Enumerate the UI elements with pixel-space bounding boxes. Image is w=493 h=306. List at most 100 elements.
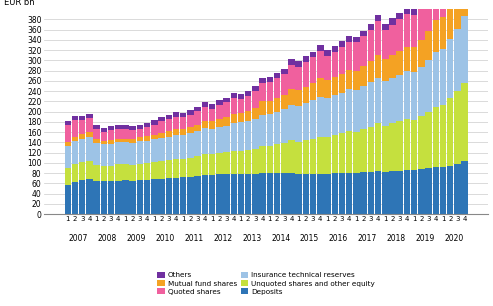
Bar <box>447 0 454 4</box>
Bar <box>418 67 424 116</box>
Bar <box>310 52 317 57</box>
Bar <box>252 86 259 91</box>
Bar <box>231 93 237 98</box>
Bar <box>101 144 107 166</box>
Bar <box>144 180 150 214</box>
Bar <box>331 173 338 214</box>
Bar <box>72 164 78 182</box>
Bar <box>166 160 172 178</box>
Bar <box>267 77 273 83</box>
Bar <box>440 105 446 167</box>
Bar <box>173 129 179 135</box>
Bar <box>303 87 309 103</box>
Bar <box>382 81 388 125</box>
Bar <box>267 146 273 173</box>
Bar <box>151 179 158 214</box>
Bar <box>144 163 150 180</box>
Text: EUR bn: EUR bn <box>4 0 35 7</box>
Bar <box>245 174 251 214</box>
Bar <box>360 129 367 172</box>
Bar <box>382 172 388 214</box>
Bar <box>382 59 388 81</box>
Bar <box>180 113 186 117</box>
Bar <box>324 80 331 98</box>
Bar <box>216 174 222 214</box>
Bar <box>317 97 323 137</box>
Bar <box>259 78 266 84</box>
Bar <box>432 167 439 214</box>
Bar <box>303 174 309 214</box>
Bar <box>137 137 143 141</box>
Bar <box>130 181 136 214</box>
Bar <box>295 142 302 174</box>
Bar <box>231 124 237 151</box>
Bar <box>339 74 345 93</box>
Bar <box>93 165 100 181</box>
Bar <box>281 95 287 109</box>
Bar <box>310 174 317 214</box>
Bar <box>404 47 410 71</box>
Bar <box>158 133 165 138</box>
Bar <box>187 158 194 177</box>
Bar <box>238 99 244 113</box>
Bar <box>65 121 71 125</box>
Bar <box>360 86 367 129</box>
Bar <box>353 90 360 132</box>
Bar <box>122 180 129 214</box>
Bar <box>288 59 295 65</box>
Bar <box>418 116 424 169</box>
Bar <box>101 141 107 144</box>
Bar <box>447 39 454 98</box>
Bar <box>86 114 93 118</box>
Bar <box>158 117 165 121</box>
Bar <box>267 173 273 214</box>
Bar <box>353 173 360 214</box>
Bar <box>223 98 230 103</box>
Bar <box>295 62 302 67</box>
Bar <box>238 174 244 214</box>
Bar <box>368 61 374 83</box>
Bar <box>108 181 114 214</box>
Bar <box>72 182 78 214</box>
Bar <box>432 0 439 20</box>
Bar <box>72 137 78 141</box>
Bar <box>382 24 388 30</box>
Text: 2013: 2013 <box>242 234 261 243</box>
Bar <box>65 125 71 142</box>
Bar <box>317 45 323 51</box>
Bar <box>93 143 100 165</box>
Bar <box>382 125 388 172</box>
Bar <box>216 127 222 153</box>
Text: 2007: 2007 <box>69 234 88 243</box>
Bar <box>454 29 460 91</box>
Bar <box>404 170 410 214</box>
Text: 2020: 2020 <box>444 234 463 243</box>
Bar <box>281 109 287 143</box>
Bar <box>223 117 230 125</box>
Bar <box>108 166 114 181</box>
Bar <box>396 171 403 214</box>
Bar <box>166 131 172 137</box>
Bar <box>144 127 150 136</box>
Bar <box>216 100 222 105</box>
Bar <box>122 129 129 139</box>
Bar <box>245 150 251 174</box>
Bar <box>317 78 323 97</box>
Bar <box>432 20 439 52</box>
Bar <box>194 106 201 111</box>
Bar <box>137 129 143 137</box>
Bar <box>375 55 381 78</box>
Bar <box>274 144 281 173</box>
Bar <box>418 169 424 214</box>
Bar <box>223 103 230 117</box>
Bar <box>173 159 179 178</box>
Bar <box>331 46 338 52</box>
Bar <box>245 111 251 121</box>
Bar <box>144 141 150 163</box>
Legend: Others, Mutual fund shares, Quoted shares, Insurance technical reserves, Unquote: Others, Mutual fund shares, Quoted share… <box>154 269 378 298</box>
Bar <box>231 98 237 114</box>
Bar <box>389 18 396 24</box>
Bar <box>209 104 215 109</box>
Bar <box>389 124 396 171</box>
Bar <box>331 52 338 77</box>
